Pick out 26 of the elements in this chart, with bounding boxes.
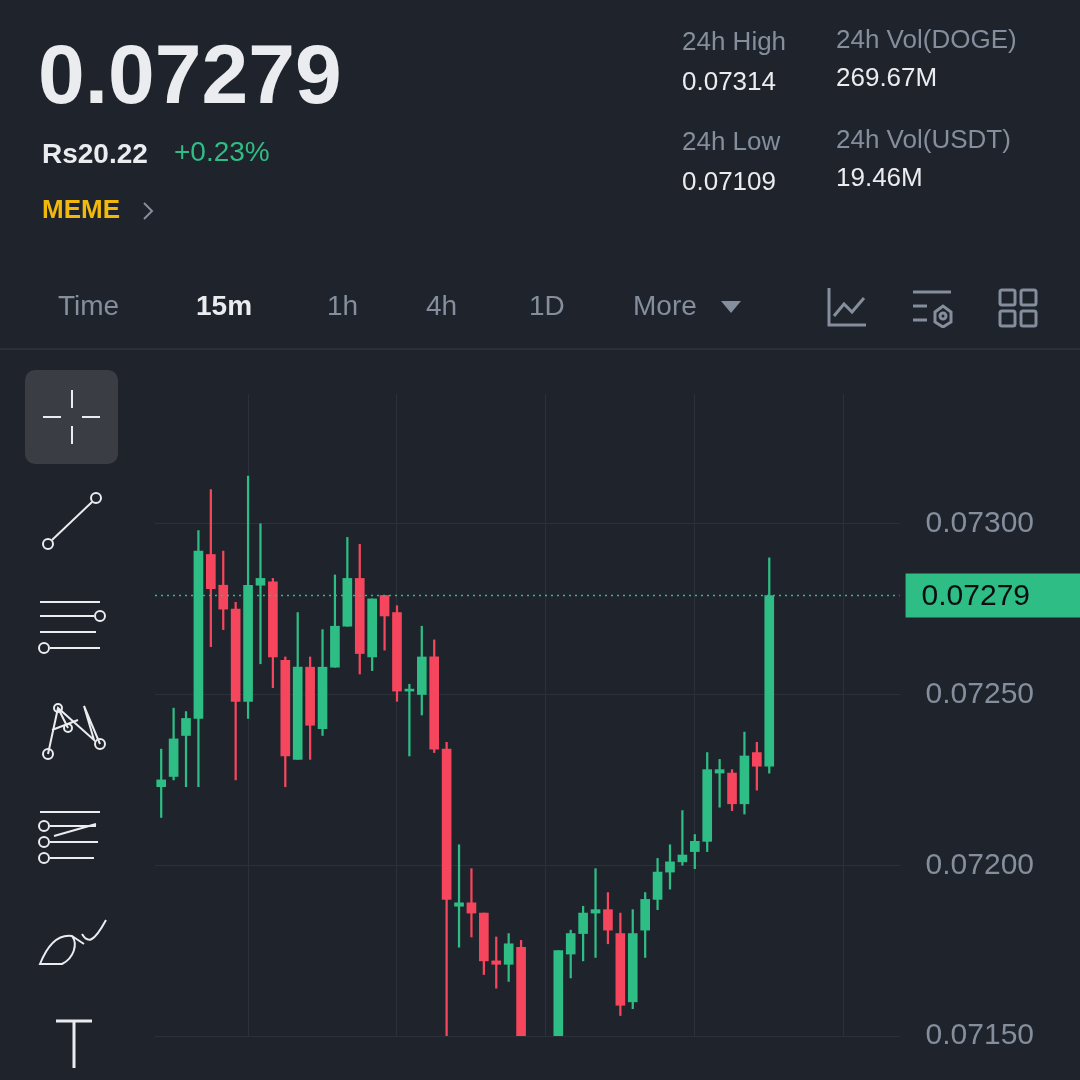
y-tick-label: 0.07200 xyxy=(925,846,1035,880)
text: 15m xyxy=(196,290,253,322)
text: 24h Vol(DOGE) xyxy=(836,24,1017,55)
text: 24h High xyxy=(682,26,787,57)
text: MEME xyxy=(42,194,120,225)
text: 1D xyxy=(529,290,565,322)
text: 269.67M xyxy=(836,62,938,93)
ref-line-label: 0.07279 xyxy=(921,577,1031,611)
candlestick xyxy=(714,759,725,808)
text: 24h Low xyxy=(682,126,781,157)
chart-title: 0.07279 xyxy=(38,26,342,123)
text: 0.07109 xyxy=(682,166,776,197)
y-tick-label: 0.07300 xyxy=(925,505,1035,539)
chart-subtitle: Rs20.22 xyxy=(42,138,148,170)
text: 1h xyxy=(327,290,359,322)
text: 0.07314 xyxy=(682,66,776,97)
text: 19.46M xyxy=(836,162,923,193)
candlestick xyxy=(590,868,601,958)
y-tick-label: 0.07250 xyxy=(925,675,1035,709)
y-tick-label: 0.07150 xyxy=(925,1017,1035,1051)
text: +0.23% xyxy=(174,136,270,168)
text: More xyxy=(633,290,697,322)
text: 24h Vol(USDT) xyxy=(836,124,1011,155)
text: 4h xyxy=(426,290,458,322)
candlestick xyxy=(466,868,477,938)
text: Time xyxy=(58,290,120,322)
